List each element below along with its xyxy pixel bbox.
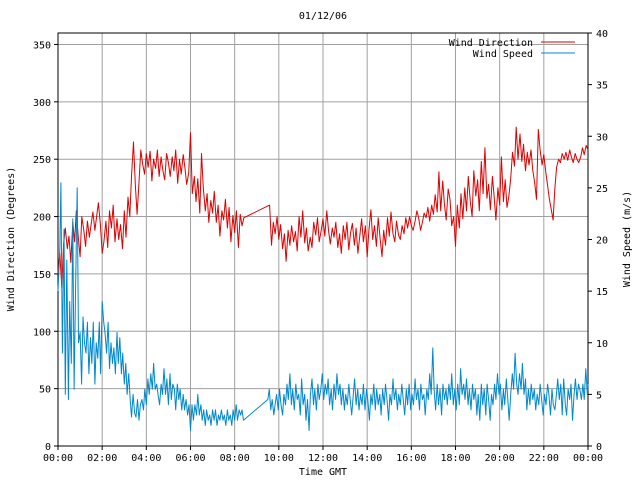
left-tick-label: 300 bbox=[33, 98, 51, 109]
tick-labels: 00:00 02:00 04:00 06:00 08:00 10:00 12:00 14:00… bbox=[33, 29, 608, 464]
x-tick-label: 06:00 bbox=[175, 453, 205, 464]
x-tick-label: 22:00 bbox=[529, 453, 559, 464]
x-tick-label: 00:00 bbox=[573, 453, 603, 464]
right-tick-label: 15 bbox=[596, 287, 608, 298]
right-tick-label: 5 bbox=[596, 390, 602, 401]
chart-title: 01/12/06 bbox=[299, 11, 347, 22]
x-tick-label: 10:00 bbox=[264, 453, 294, 464]
x-tick-label: 00:00 bbox=[43, 453, 73, 464]
x-tick-label: 02:00 bbox=[87, 453, 117, 464]
legend: Wind Direction Wind Speed bbox=[449, 38, 575, 60]
left-tick-label: 0 bbox=[45, 442, 51, 453]
x-tick-label: 08:00 bbox=[220, 453, 250, 464]
right-axis-label: Wind Speed (m/s) bbox=[622, 191, 633, 287]
left-axis-label: Wind Direction (Degrees) bbox=[6, 167, 17, 312]
x-tick-label: 12:00 bbox=[308, 453, 338, 464]
left-tick-label: 100 bbox=[33, 327, 51, 338]
right-tick-label: 35 bbox=[596, 81, 608, 92]
left-tick-label: 50 bbox=[39, 385, 51, 396]
x-axis-label: Time GMT bbox=[299, 467, 347, 478]
x-tick-label: 18:00 bbox=[440, 453, 470, 464]
legend-label-wind-direction: Wind Direction bbox=[449, 38, 533, 49]
series-layer bbox=[57, 126, 589, 431]
x-tick-label: 14:00 bbox=[352, 453, 382, 464]
x-tick-label: 20:00 bbox=[485, 453, 515, 464]
right-tick-label: 20 bbox=[596, 236, 608, 247]
right-tick-label: 0 bbox=[596, 442, 602, 453]
left-tick-label: 250 bbox=[33, 155, 51, 166]
x-tick-label: 16:00 bbox=[396, 453, 426, 464]
series-line-wind-direction bbox=[57, 126, 589, 289]
right-tick-label: 40 bbox=[596, 29, 608, 40]
left-tick-label: 350 bbox=[33, 40, 51, 51]
left-tick-label: 150 bbox=[33, 270, 51, 281]
right-tick-label: 30 bbox=[596, 132, 608, 143]
right-tick-label: 25 bbox=[596, 184, 608, 195]
series-line-wind-speed bbox=[57, 182, 589, 431]
x-tick-label: 04:00 bbox=[131, 453, 161, 464]
right-tick-label: 10 bbox=[596, 339, 608, 350]
legend-label-wind-speed: Wind Speed bbox=[473, 49, 533, 60]
left-tick-label: 200 bbox=[33, 213, 51, 224]
